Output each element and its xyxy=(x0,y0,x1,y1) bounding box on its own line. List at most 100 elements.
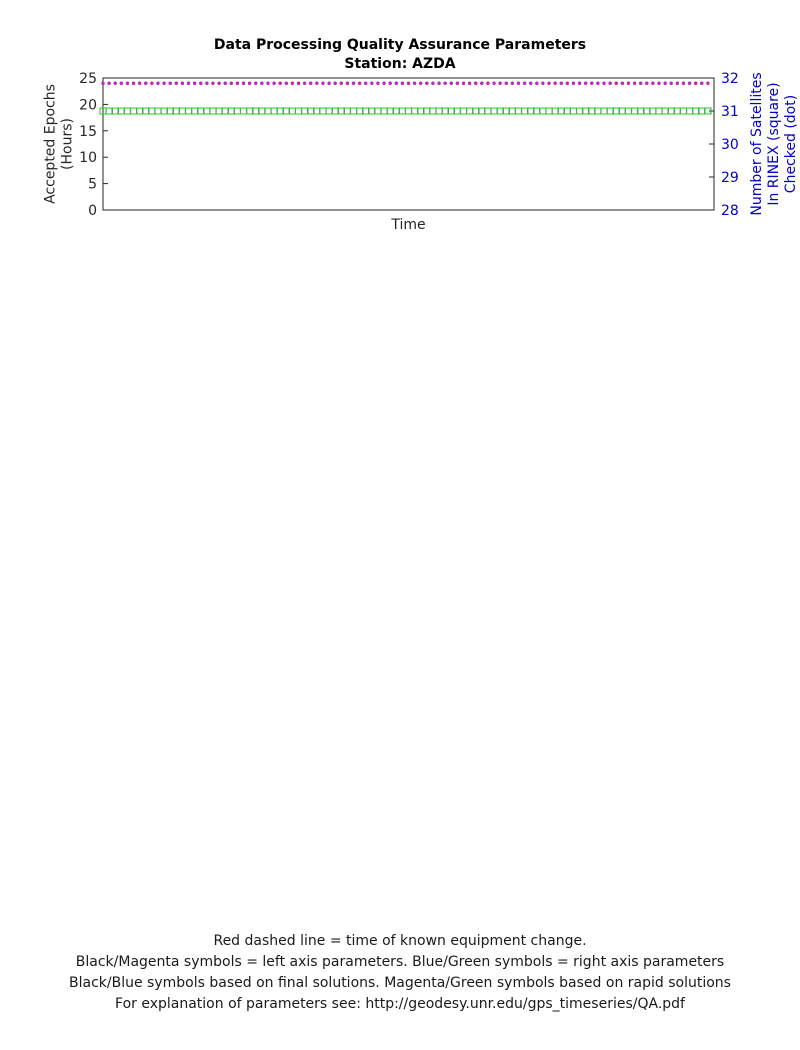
data-point-square xyxy=(551,107,559,115)
data-point-square xyxy=(337,107,345,115)
series-final_left xyxy=(101,81,710,85)
data-point-dot xyxy=(547,81,551,85)
data-point-dot xyxy=(437,81,441,85)
data-point-square xyxy=(527,107,535,115)
data-point-square xyxy=(502,107,510,115)
data-point-square xyxy=(631,107,639,115)
data-point-square xyxy=(612,107,620,115)
figure-title: Data Processing Quality Assurance Parame… xyxy=(213,37,587,53)
data-point-dot xyxy=(584,81,588,85)
data-point-dot xyxy=(681,81,686,85)
data-point-dot xyxy=(254,81,258,85)
data-point-square xyxy=(631,107,639,115)
data-point-dot xyxy=(333,81,337,85)
data-point-dot xyxy=(217,81,221,85)
data-point-square xyxy=(496,107,504,115)
data-point-square xyxy=(606,107,614,115)
data-point-dot xyxy=(193,81,197,85)
data-point-square xyxy=(539,107,547,115)
data-point-square xyxy=(313,107,321,115)
data-point-square xyxy=(368,107,376,115)
left-tick-label: 15 xyxy=(79,124,97,140)
footer-line-1: Red dashed line = time of known equipmen… xyxy=(213,933,587,949)
data-point-square xyxy=(154,107,162,115)
y2-axis-label: Number of Satellites In RINEX (square) Che… xyxy=(749,72,799,215)
data-point-square xyxy=(313,107,321,115)
data-point-square xyxy=(582,107,590,115)
data-point-square xyxy=(350,107,358,115)
data-point-square xyxy=(673,107,681,115)
data-point-dot xyxy=(266,81,270,85)
footer-line-4: For explanation of parameters see: http:… xyxy=(115,996,685,1012)
data-point-square xyxy=(362,107,370,115)
data-point-dot xyxy=(474,81,478,85)
data-point-square xyxy=(380,107,388,115)
data-point-dot xyxy=(382,81,386,85)
data-point-square xyxy=(233,107,241,115)
data-point-square xyxy=(637,107,645,115)
data-point-square xyxy=(288,107,296,115)
right-tick-label: 30 xyxy=(721,137,739,153)
data-point-dot xyxy=(700,81,704,85)
right-tick-label: 28 xyxy=(721,203,739,219)
data-point-dot xyxy=(620,81,624,85)
data-point-square xyxy=(148,107,156,115)
data-point-dot xyxy=(168,81,172,85)
data-point-square xyxy=(142,107,150,115)
data-point-square xyxy=(588,107,596,115)
data-point-square xyxy=(594,107,602,115)
right-tick-label: 32 xyxy=(721,71,739,87)
data-point-square xyxy=(136,107,144,115)
data-point-square xyxy=(331,107,339,115)
data-point-dot xyxy=(657,81,661,85)
data-point-square xyxy=(405,107,412,115)
data-point-dot xyxy=(327,81,331,85)
data-point-square xyxy=(655,107,663,115)
data-point-square xyxy=(185,107,193,115)
data-point-square xyxy=(221,107,229,115)
data-point-square xyxy=(172,107,180,115)
data-point-dot xyxy=(309,81,313,85)
data-point-square xyxy=(142,107,150,115)
data-point-dot xyxy=(241,81,246,85)
data-point-square xyxy=(166,107,174,115)
data-point-square xyxy=(270,107,278,115)
data-point-square xyxy=(337,107,345,115)
data-point-square xyxy=(386,107,394,115)
data-point-square xyxy=(227,107,235,115)
data-point-square xyxy=(130,107,138,115)
data-point-square xyxy=(618,107,626,115)
data-point-square xyxy=(447,107,455,115)
data-point-square xyxy=(215,107,223,115)
data-point-square xyxy=(319,107,327,115)
data-point-square xyxy=(686,107,694,115)
data-point-square xyxy=(191,107,199,115)
data-point-square xyxy=(331,107,339,115)
data-point-square xyxy=(551,107,559,115)
data-point-dot xyxy=(272,81,276,85)
data-point-square xyxy=(343,107,351,115)
data-point-dot xyxy=(186,81,191,85)
data-point-square xyxy=(123,107,131,115)
data-point-square xyxy=(673,107,681,115)
data-point-square xyxy=(679,107,687,115)
data-point-dot xyxy=(406,81,411,85)
data-point-dot xyxy=(504,81,508,85)
data-point-square xyxy=(478,107,486,115)
data-point-dot xyxy=(675,81,679,85)
data-point-square xyxy=(197,107,205,115)
data-point-dot xyxy=(229,81,233,85)
data-point-dot xyxy=(303,81,307,85)
left-tick-label: 0 xyxy=(88,203,97,219)
data-point-square xyxy=(466,107,474,115)
left-tick-label: 25 xyxy=(79,71,97,87)
data-point-dot xyxy=(632,81,637,85)
data-point-square xyxy=(441,107,449,115)
data-point-dot xyxy=(376,81,380,85)
data-point-square xyxy=(282,107,290,115)
data-point-dot xyxy=(577,81,582,85)
data-point-dot xyxy=(455,81,459,85)
data-point-dot xyxy=(290,81,295,85)
data-point-square xyxy=(563,107,571,115)
